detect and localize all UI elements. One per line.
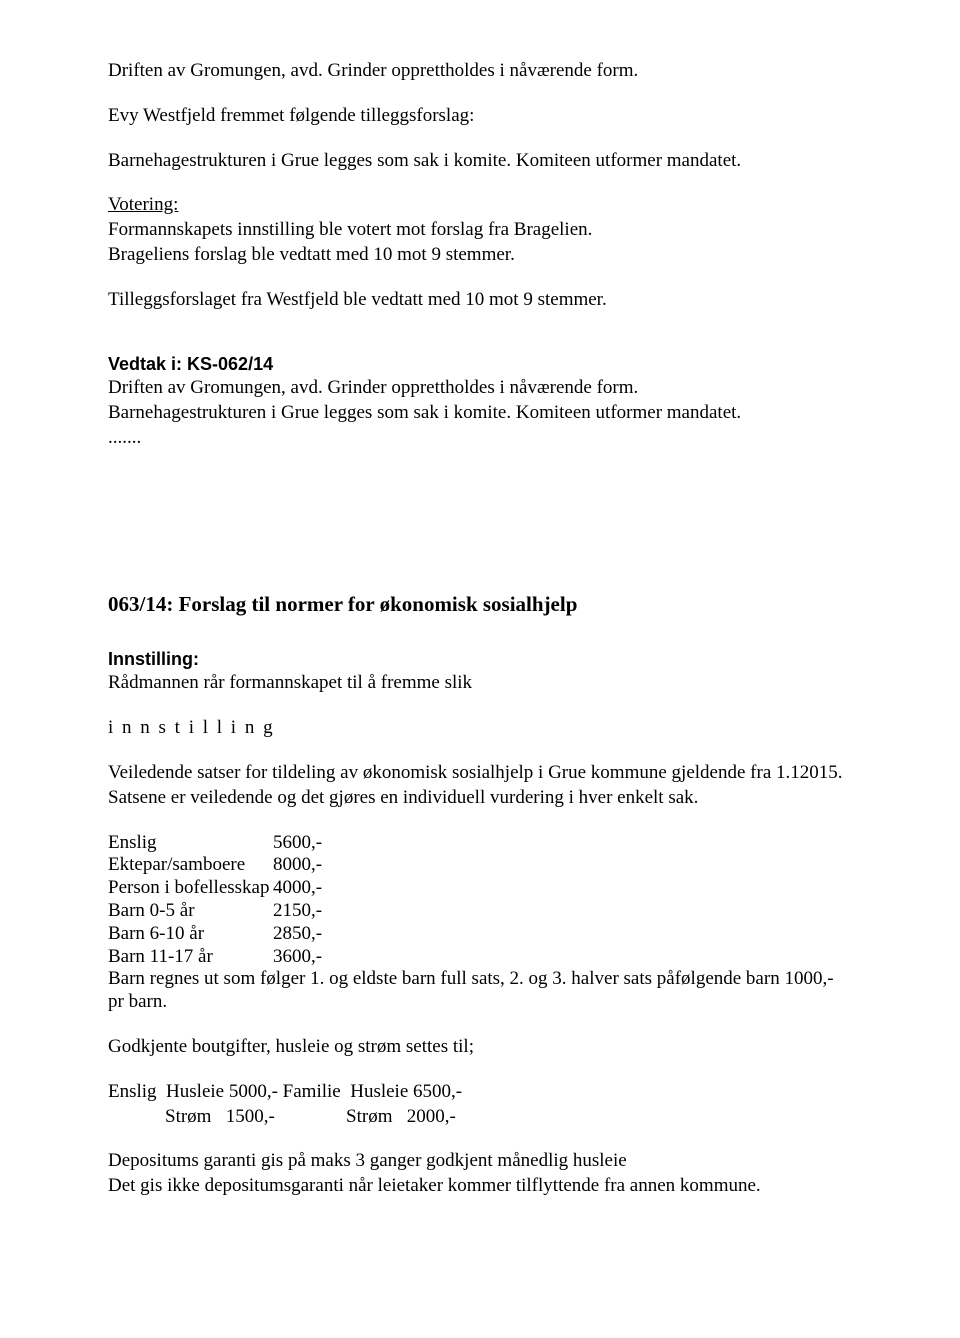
table-row: Enslig5600,- (108, 832, 322, 855)
paragraph: Satsene er veiledende og det gjøres en i… (108, 787, 852, 810)
rate-label: Barn 6-10 år (108, 923, 273, 946)
rate-value: 4000,- (273, 877, 322, 900)
housing-line: Enslig Husleie 5000,- Familie Husleie 65… (108, 1081, 852, 1104)
table-row: Barn 6-10 år2850,- (108, 923, 322, 946)
document-page: Driften av Gromungen, avd. Grinder oppre… (0, 0, 960, 1260)
paragraph: Evy Westfjeld fremmet følgende tilleggsf… (108, 105, 852, 128)
paragraph: Barn regnes ut som følger 1. og eldste b… (108, 968, 852, 1014)
rate-label: Barn 0-5 år (108, 900, 273, 923)
rates-table: Enslig5600,- Ektepar/samboere8000,- Pers… (108, 832, 322, 969)
rate-value: 2850,- (273, 923, 322, 946)
paragraph: Formannskapets innstilling ble votert mo… (108, 219, 852, 242)
paragraph: Det gis ikke depositumsgaranti når leiet… (108, 1175, 852, 1198)
innstilling-label: Innstilling: (108, 649, 852, 671)
paragraph: Driften av Gromungen, avd. Grinder oppre… (108, 60, 852, 83)
paragraph: Tilleggsforslaget fra Westfjeld ble vedt… (108, 289, 852, 312)
paragraph: Depositums garanti gis på maks 3 ganger … (108, 1150, 852, 1173)
table-row: Ektepar/samboere8000,- (108, 854, 322, 877)
votering-label: Votering: (108, 194, 852, 217)
rate-label: Person i bofellesskap (108, 877, 273, 900)
paragraph: Barnehagestrukturen i Grue legges som sa… (108, 150, 852, 173)
rate-value: 8000,- (273, 854, 322, 877)
rate-value: 5600,- (273, 832, 322, 855)
paragraph: Veiledende satser for tildeling av økono… (108, 762, 852, 785)
paragraph: Brageliens forslag ble vedtatt med 10 mo… (108, 244, 852, 267)
paragraph: ....... (108, 427, 852, 450)
housing-line: Strøm 1500,- Strøm 2000,- (108, 1106, 852, 1129)
case-heading: 063/14: Forslag til normer for økonomisk… (108, 592, 852, 617)
paragraph: Godkjente boutgifter, husleie og strøm s… (108, 1036, 852, 1059)
rate-label: Ektepar/samboere (108, 854, 273, 877)
rate-label: Enslig (108, 832, 273, 855)
rate-label: Barn 11-17 år (108, 946, 273, 969)
rate-value: 2150,- (273, 900, 322, 923)
paragraph: Driften av Gromungen, avd. Grinder oppre… (108, 377, 852, 400)
table-row: Barn 0-5 år2150,- (108, 900, 322, 923)
table-row: Barn 11-17 år3600,- (108, 946, 322, 969)
paragraph: Barnehagestrukturen i Grue legges som sa… (108, 402, 852, 425)
innstilling-word: i n n s t i l l i n g (108, 717, 852, 740)
paragraph: Rådmannen rår formannskapet til å fremme… (108, 672, 852, 695)
table-row: Person i bofellesskap4000,- (108, 877, 322, 900)
rate-value: 3600,- (273, 946, 322, 969)
vedtak-heading: Vedtak i: KS-062/14 (108, 354, 852, 376)
